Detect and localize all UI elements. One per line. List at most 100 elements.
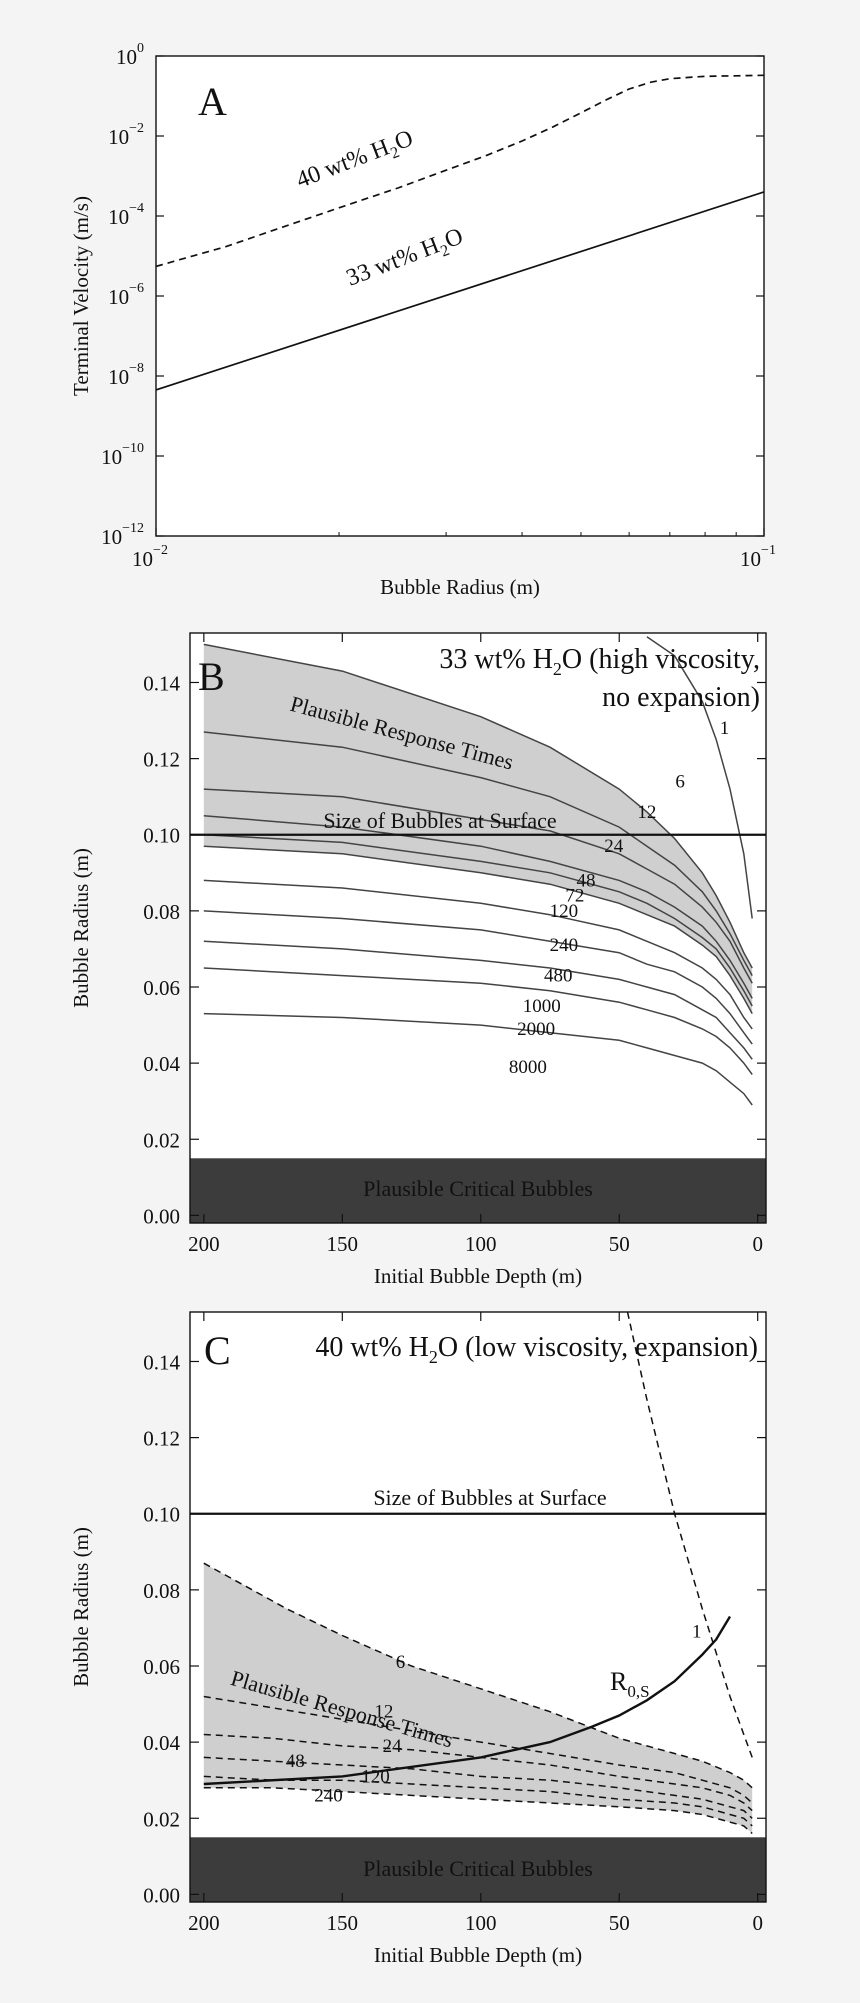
b-contour-label: 8000 (509, 1057, 547, 1078)
panel-c-surface-label: Size of Bubbles at Surface (373, 1485, 606, 1510)
panel-a-ytick-exp: 0 (137, 41, 144, 56)
panel-a-ytick-base: 10 (116, 45, 137, 69)
panel-b-frame (189, 632, 767, 1224)
panel-b-title-end: O (high viscosity, (562, 644, 760, 675)
c-contour-label: 48 (286, 1751, 305, 1772)
b-ytick-label: 0.08 (143, 900, 180, 924)
panel-a-frame (155, 55, 765, 537)
panel-a-xtick-exp: −2 (153, 543, 168, 558)
c-ytick-label: 0.04 (143, 1731, 180, 1755)
panel-a-ytick-exp: −12 (122, 521, 144, 536)
c-xtick-label: 50 (609, 1911, 630, 1935)
b-contour-label: 120 (550, 901, 579, 922)
panel-b-ticks: 16122448721202404801000200080000.000.020… (143, 633, 766, 1256)
panel-a-ytick-exp: −4 (129, 201, 144, 216)
c-ytick-label: 0.12 (143, 1427, 180, 1451)
panel-a-xtick-exp: −1 (761, 543, 776, 558)
c-ytick-label: 0.00 (143, 1883, 180, 1907)
panel-a-ytick-label: 10−6 (108, 281, 144, 309)
b-contour-480 (203, 910, 753, 1045)
b-contour-8000 (203, 1012, 753, 1106)
b-ytick-label: 0.02 (143, 1128, 180, 1152)
panel-c-letter: C (204, 1328, 231, 1373)
c-contour-label: 24 (383, 1736, 403, 1757)
b-xtick-label: 200 (188, 1232, 220, 1256)
panel-a-ytick-label: 10−2 (108, 121, 144, 149)
c-contour-label: 1 (692, 1622, 702, 1643)
b-contour-48 (203, 814, 753, 999)
b-xtick-label: 50 (609, 1232, 630, 1256)
b-contour-label: 2000 (517, 1019, 555, 1040)
b-contour-label: 24 (604, 836, 624, 857)
panel-b-surface-label: Size of Bubbles at Surface (323, 808, 556, 833)
panel-b-title-main: 33 wt% H (439, 644, 553, 675)
panel-c-r0s-label-main: R (610, 1667, 628, 1696)
panel-a-xlabel: Bubble Radius (m) (380, 575, 540, 599)
c-contour-label: 6 (396, 1652, 406, 1673)
panel-a-ytick-label: 10−12 (101, 521, 144, 549)
c-contour-label: 240 (314, 1785, 343, 1806)
panel-c-ticks: 1 6 12 24 48 120 240 0.00 0.02 0.04 0.06 0.08 0.10 0.… (143, 1312, 766, 1935)
c-contour-120 (203, 1775, 753, 1827)
b-contour-label: 1000 (523, 996, 561, 1017)
b-ytick-label: 0.14 (143, 671, 180, 695)
c-xtick-label: 100 (465, 1911, 497, 1935)
b-contour-120 (203, 845, 753, 1014)
b-ytick-label: 0.12 (143, 748, 180, 772)
c-ytick-label: 0.10 (143, 1503, 180, 1527)
panel-c-critical-band (190, 1837, 766, 1902)
b-contour-12 (203, 731, 753, 976)
panel-b-critical-band (190, 1158, 766, 1223)
c-xtick-label: 150 (327, 1911, 359, 1935)
c-ytick-label: 0.14 (143, 1350, 180, 1374)
panel-c-ylabel: Bubble Radius (m) (69, 1527, 93, 1687)
c-contour-1 (626, 1312, 753, 1758)
b-contour-label: 48 (577, 870, 596, 891)
panel-c-frame (189, 1311, 767, 1903)
panel-c-contours (203, 1312, 753, 1835)
b-contour-label: 480 (544, 966, 573, 987)
c-contour-240 (203, 1787, 753, 1835)
b-ytick-label: 0.06 (143, 976, 180, 1000)
panel-c: 1 6 12 24 48 120 240 0.00 0.02 0.04 0.06 0.08 0.10 0.… (69, 1311, 767, 1967)
panel-a-ytick-exp: −6 (129, 281, 144, 296)
panel-c-title: 40 wt% H2O (low viscosity, expansion) (315, 1332, 758, 1367)
c-xtick-label: 0 (752, 1911, 763, 1935)
b-xtick-label: 150 (327, 1232, 359, 1256)
panel-a-ytick-exp: −2 (129, 121, 144, 136)
c-ytick-label: 0.08 (143, 1579, 180, 1603)
panel-a-xtick-label: 10−1 (740, 543, 776, 571)
b-ytick-label: 0.10 (143, 824, 180, 848)
b-contour-label: 1 (720, 718, 730, 739)
panel-a-plot-area (156, 56, 764, 536)
c-ytick-label: 0.02 (143, 1807, 180, 1831)
panel-c-title-main: 40 wt% H (315, 1332, 429, 1363)
panel-b-ylabel: Bubble Radius (m) (69, 848, 93, 1008)
panel-b-contours (203, 636, 753, 1106)
b-contour-72 (203, 833, 753, 1007)
b-contour-1 (646, 636, 753, 919)
panel-c-r0s-curve (203, 1615, 732, 1786)
c-ytick-label: 0.06 (143, 1655, 180, 1679)
panel-a-series-line-1 (156, 191, 764, 391)
panel-b-title-sub: 2 (553, 659, 562, 679)
panel-a-xtick-base: 10 (132, 547, 153, 571)
c-contour-6 (203, 1562, 753, 1789)
b-contour-240 (203, 879, 753, 1030)
b-contour-label: 12 (637, 802, 656, 823)
c-contour-24 (203, 1733, 753, 1812)
b-ytick-label: 0.00 (143, 1204, 180, 1228)
panel-c-xlabel: Initial Bubble Depth (m) (374, 1943, 582, 1967)
panel-c-title-sub: 2 (429, 1347, 438, 1367)
panel-a-letter: A (198, 79, 227, 124)
panel-c-r0s-label-sub: 0,S (627, 1682, 649, 1701)
panel-a-ytick-label: 10−4 (108, 201, 144, 229)
b-xtick-label: 0 (752, 1232, 763, 1256)
panel-a-xtick-base: 10 (740, 547, 761, 571)
b-contour-label: 72 (565, 886, 584, 907)
b-contour-2000 (203, 967, 753, 1075)
c-contour-12 (203, 1695, 753, 1804)
panel-c-title-end: O (low viscosity, expansion) (438, 1332, 758, 1363)
